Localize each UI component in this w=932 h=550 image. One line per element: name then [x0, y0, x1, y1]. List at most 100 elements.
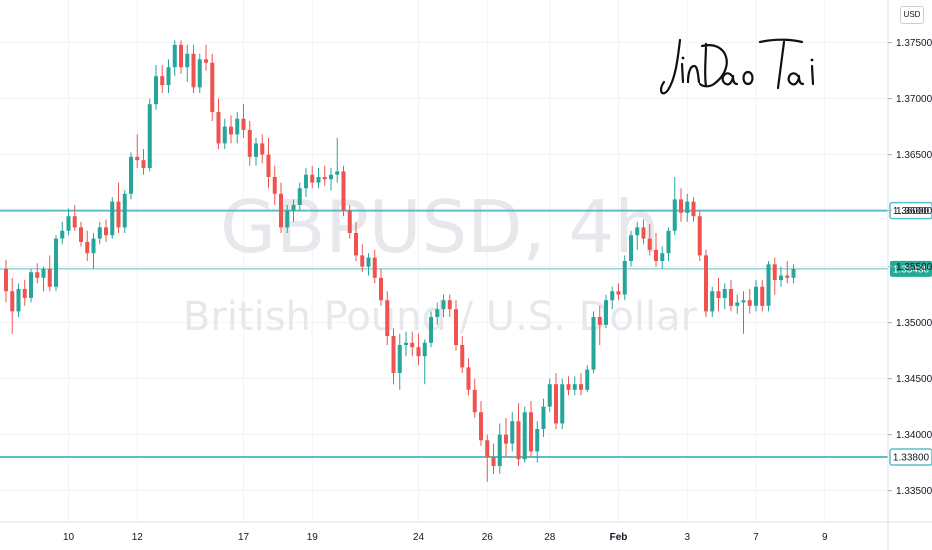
candle — [41, 266, 46, 292]
candle-body — [660, 253, 665, 261]
candle-body — [179, 44, 183, 68]
candle — [691, 197, 696, 222]
candle-body — [535, 429, 540, 452]
price-tick-label: 1.35500 — [896, 262, 932, 273]
price-axis[interactable]: 1.37500 1.37000 1.36500 1.36000 1.35500 1.350… — [887, 0, 932, 550]
candle — [191, 44, 196, 93]
candle — [710, 286, 715, 318]
candle — [160, 64, 165, 93]
price-tick-label: 1.36000 — [896, 206, 932, 217]
candle-body — [316, 176, 321, 183]
candle-body — [404, 342, 408, 346]
candle-body — [641, 227, 646, 239]
candle — [329, 168, 333, 191]
candle — [591, 311, 596, 374]
candle-body — [435, 309, 440, 318]
candle — [441, 294, 446, 318]
horizontal-levels[interactable]: 1.36000 1.33800 1.35480 — [0, 201, 932, 466]
candle-body — [791, 268, 796, 278]
candle-body — [522, 412, 527, 460]
candle — [697, 210, 702, 261]
candle-body — [497, 434, 502, 466]
candle-body — [354, 232, 358, 256]
candle-body — [60, 230, 65, 239]
candle — [154, 64, 158, 110]
candle-body — [66, 216, 71, 231]
candle — [466, 358, 471, 396]
candle — [304, 168, 308, 198]
time-tick-label: 17 — [238, 532, 250, 543]
candle-body — [716, 291, 721, 298]
candle — [129, 152, 133, 200]
candle-body — [110, 201, 115, 236]
candle — [535, 421, 540, 463]
candle-body — [291, 204, 296, 211]
candle — [547, 378, 552, 413]
candle-body — [616, 291, 621, 295]
candle-body — [241, 118, 246, 130]
candle-body — [647, 238, 652, 250]
candle — [616, 283, 621, 301]
candle — [16, 283, 21, 318]
candle-body — [104, 227, 108, 236]
candle-body — [779, 275, 783, 281]
candle-body — [691, 201, 696, 217]
candle — [135, 134, 140, 169]
candle-body — [72, 216, 77, 228]
price-tick-label: 1.37500 — [896, 38, 932, 49]
candle — [197, 53, 202, 93]
candle-body — [391, 336, 396, 374]
candle — [204, 44, 208, 71]
candle-body — [135, 156, 140, 161]
candle-body — [85, 241, 90, 254]
candle — [266, 137, 271, 189]
candle — [704, 249, 708, 318]
candle — [516, 403, 521, 466]
candles — [4, 40, 796, 482]
candle — [760, 280, 765, 312]
time-axis[interactable]: 10 12 17 19 24 26 28 Feb 3 7 9 — [0, 521, 932, 543]
candle — [454, 300, 458, 351]
candle-body — [772, 264, 777, 281]
candle-body — [147, 104, 152, 169]
candle — [104, 219, 108, 242]
candle — [54, 235, 58, 292]
candle-body — [472, 389, 477, 413]
candle-body — [172, 44, 177, 68]
candle-body — [566, 384, 571, 390]
candle — [572, 376, 577, 396]
candle — [316, 168, 321, 189]
candle — [185, 44, 190, 82]
candle-body — [154, 76, 158, 105]
price-tick-label: 1.37000 — [896, 94, 932, 105]
candle-body — [479, 412, 483, 441]
candle-body — [416, 347, 421, 357]
candle — [366, 253, 371, 276]
candle-body — [129, 156, 133, 194]
signature-logo — [659, 38, 815, 95]
candle — [22, 280, 27, 306]
candle-body — [210, 62, 215, 113]
candle-body — [447, 300, 452, 310]
candle — [210, 53, 215, 121]
candle — [772, 257, 777, 295]
candle — [410, 331, 415, 357]
candle-body — [722, 289, 727, 298]
candle-body — [460, 345, 465, 368]
candle-body — [222, 126, 227, 144]
candle — [416, 333, 421, 366]
candle-body — [347, 210, 352, 233]
candle — [604, 294, 608, 329]
candle-body — [591, 317, 596, 370]
candle-body — [397, 345, 402, 374]
candle-body — [541, 406, 546, 430]
candle — [522, 406, 527, 463]
candle-body — [560, 384, 565, 424]
candle-body — [710, 291, 715, 312]
candle — [35, 263, 40, 284]
candle — [629, 230, 633, 267]
currency-selector[interactable]: USD — [900, 6, 924, 24]
candle — [354, 221, 358, 261]
level-price-badge — [890, 260, 932, 277]
